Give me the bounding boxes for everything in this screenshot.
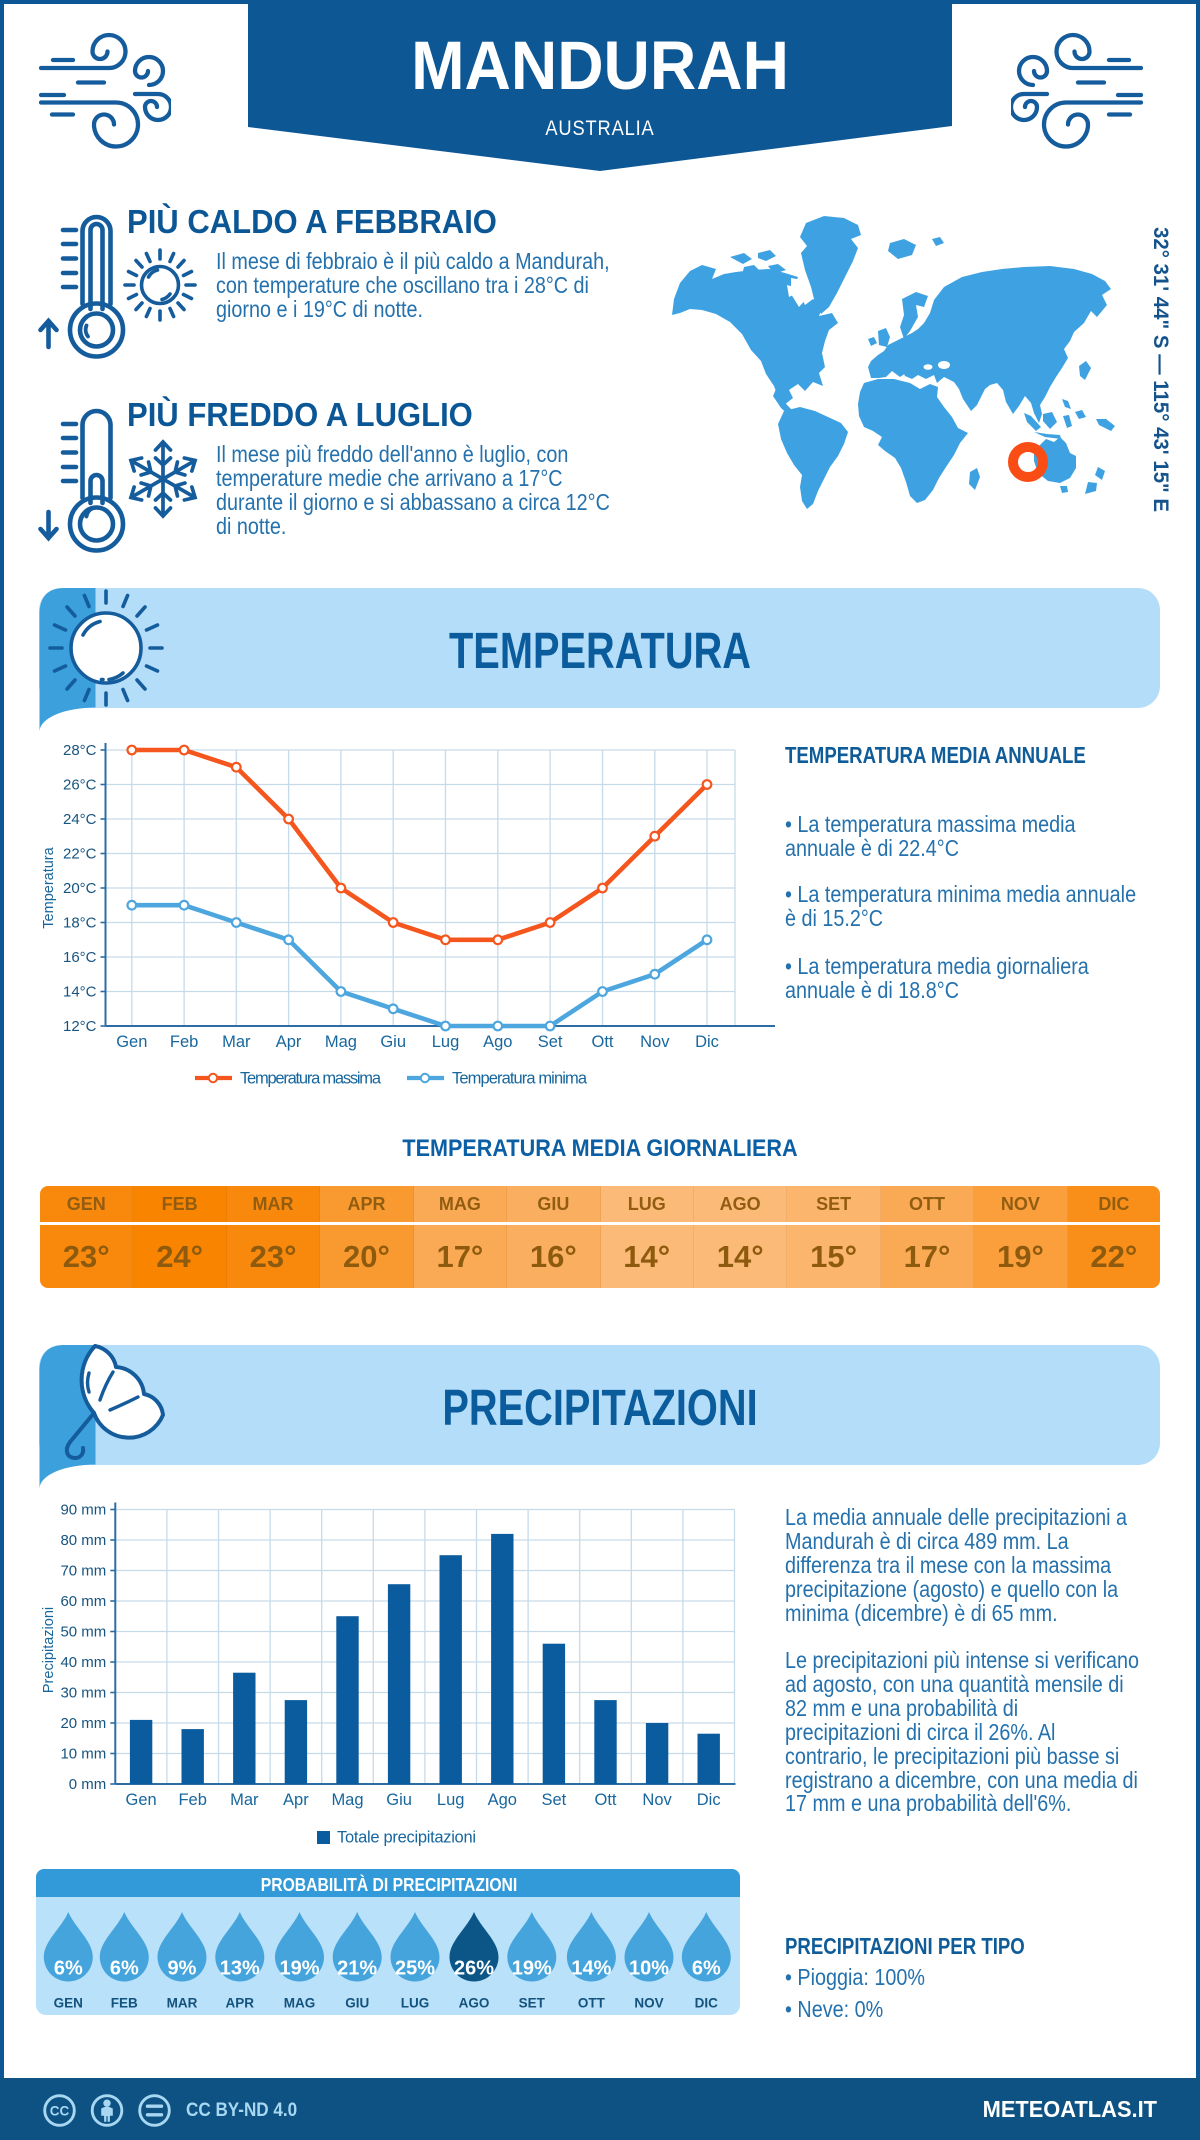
svg-text:Dic: Dic [695,1033,719,1051]
svg-text:GIU: GIU [345,1996,369,2011]
svg-text:Gen: Gen [126,1791,157,1809]
svg-text:Temperatura: Temperatura [41,846,57,928]
svg-text:MAG: MAG [284,1996,316,2011]
svg-text:6%: 6% [54,1958,83,1980]
svg-text:28°C: 28°C [63,742,97,759]
svg-text:14°C: 14°C [63,984,97,1001]
svg-text:CC: CC [50,2104,70,2119]
svg-text:19%: 19% [279,1958,319,1980]
svg-text:0 mm: 0 mm [69,1776,107,1793]
svg-text:NOV: NOV [634,1996,663,2011]
svg-text:19%: 19% [512,1958,552,1980]
svg-text:Nov: Nov [640,1033,670,1051]
svg-text:70 mm: 70 mm [60,1563,106,1580]
svg-text:Lug: Lug [432,1033,460,1051]
svg-text:GEN: GEN [54,1996,83,2011]
svg-text:Apr: Apr [276,1033,302,1051]
svg-text:Precipitazioni: Precipitazioni [41,1607,57,1693]
svg-text:Mar: Mar [230,1791,259,1809]
svg-text:Apr: Apr [283,1791,309,1809]
svg-text:OTT: OTT [578,1996,606,2011]
svg-text:Dic: Dic [697,1791,721,1809]
svg-text:10%: 10% [629,1958,669,1980]
svg-text:Ott: Ott [594,1791,616,1809]
svg-text:22°C: 22°C [63,846,97,863]
svg-text:Lug: Lug [437,1791,465,1809]
svg-text:30 mm: 30 mm [60,1685,106,1702]
svg-text:40 mm: 40 mm [60,1654,106,1671]
svg-text:20°C: 20°C [63,880,97,897]
svg-text:Mag: Mag [325,1033,357,1051]
svg-text:20 mm: 20 mm [60,1715,106,1732]
svg-text:Mag: Mag [331,1791,363,1809]
svg-text:Giu: Giu [386,1791,412,1809]
svg-text:6%: 6% [692,1958,721,1980]
svg-text:50 mm: 50 mm [60,1624,106,1641]
svg-text:Mar: Mar [222,1033,251,1051]
svg-text:Feb: Feb [170,1033,198,1051]
svg-text:12°C: 12°C [63,1018,97,1035]
svg-text:FEB: FEB [111,1996,138,2011]
svg-text:24°C: 24°C [63,811,97,828]
svg-text:Giu: Giu [380,1033,406,1051]
svg-text:21%: 21% [337,1958,377,1980]
svg-text:Ago: Ago [488,1791,517,1809]
svg-text:Temperatura minima: Temperatura minima [452,1070,588,1088]
svg-text:26%: 26% [454,1958,494,1980]
svg-text:60 mm: 60 mm [60,1593,106,1610]
svg-text:18°C: 18°C [63,915,97,932]
svg-text:Set: Set [542,1791,567,1809]
svg-text:16°C: 16°C [63,949,97,966]
svg-text:MAR: MAR [167,1996,198,2011]
svg-text:90 mm: 90 mm [60,1502,106,1519]
svg-text:Ago: Ago [483,1033,512,1051]
svg-text:14%: 14% [571,1958,611,1980]
svg-text:Set: Set [538,1033,563,1051]
svg-text:APR: APR [226,1996,255,2011]
svg-text:Totale precipitazioni: Totale precipitazioni [337,1829,476,1847]
svg-text:LUG: LUG [401,1996,430,2011]
svg-text:Feb: Feb [178,1791,206,1809]
svg-text:80 mm: 80 mm [60,1532,106,1549]
svg-text:Temperatura massima: Temperatura massima [240,1070,382,1088]
svg-text:13%: 13% [220,1958,260,1980]
svg-text:25%: 25% [395,1958,435,1980]
svg-text:Gen: Gen [116,1033,147,1051]
svg-text:6%: 6% [110,1958,139,1980]
svg-text:Nov: Nov [642,1791,672,1809]
svg-text:AGO: AGO [459,1996,490,2011]
svg-text:9%: 9% [168,1958,197,1980]
svg-text:DIC: DIC [695,1996,719,2011]
svg-text:Ott: Ott [591,1033,613,1051]
svg-text:SET: SET [519,1996,546,2011]
svg-text:26°C: 26°C [63,777,97,794]
svg-text:10 mm: 10 mm [60,1746,106,1763]
